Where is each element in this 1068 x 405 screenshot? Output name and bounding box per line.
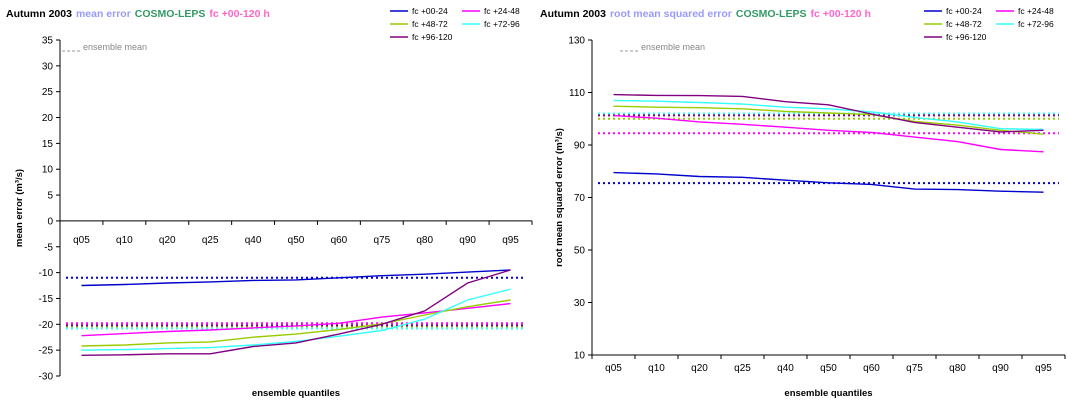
y-tick-label: 35 — [42, 36, 54, 47]
series-line — [613, 93, 1044, 133]
x-tick-label: q40 — [777, 363, 794, 374]
title-part: COSMO-LEPS — [135, 8, 206, 20]
y-axis-label: mean error (m³/s) — [14, 169, 25, 247]
title-part: mean error — [76, 8, 131, 20]
x-tick-label: q95 — [502, 235, 519, 246]
legend-label: fc +00-24 — [946, 6, 982, 16]
x-tick-label: q95 — [1035, 363, 1052, 374]
y-tick-label: 110 — [569, 88, 585, 99]
y-tick-label: 50 — [574, 246, 586, 257]
ensemble-note-label: ensemble mean — [83, 42, 147, 52]
y-tick-label: -5 — [44, 242, 53, 253]
y-tick-label: 30 — [574, 298, 586, 309]
legend-label: fc +96-120 — [946, 32, 987, 42]
x-tick-label: q25 — [734, 363, 751, 374]
series-line — [613, 99, 1044, 131]
x-tick-label: q75 — [906, 363, 923, 374]
series-line — [81, 302, 511, 337]
y-tick-label: -30 — [39, 372, 54, 383]
y-axis-label: root mean squared error (m³/s) — [554, 128, 565, 267]
title-part: root mean squared error — [610, 8, 732, 20]
series-line — [613, 171, 1044, 193]
legend-label: fc +24-48 — [484, 6, 520, 16]
x-tick-label: q90 — [992, 363, 1009, 374]
y-tick-label: 5 — [47, 191, 53, 202]
x-tick-label: q75 — [373, 235, 390, 246]
x-tick-label: q10 — [116, 235, 133, 246]
y-tick-label: 70 — [574, 193, 586, 204]
x-tick-label: q10 — [648, 363, 665, 374]
legend-label: fc +48-72 — [946, 19, 982, 29]
x-tick-label: q20 — [691, 363, 708, 374]
legend-label: fc +24-48 — [1018, 6, 1054, 16]
chart-panel-2: Autumn 2003 root mean squared error COSMO-… — [540, 6, 1066, 399]
x-tick-label: q05 — [73, 235, 90, 246]
x-tick-label: q80 — [949, 363, 966, 374]
y-tick-label: 90 — [574, 141, 586, 152]
x-tick-label: q25 — [202, 235, 219, 246]
series-line — [81, 269, 511, 287]
series-line — [81, 288, 511, 351]
x-tick-label: q40 — [245, 235, 262, 246]
y-tick-label: 15 — [42, 139, 54, 150]
series-line — [613, 105, 1044, 135]
title-part: fc +00-120 h — [810, 8, 870, 20]
legend-label: fc +48-72 — [412, 19, 448, 29]
x-tick-label: q50 — [288, 235, 305, 246]
legend-label: fc +96-120 — [412, 32, 453, 42]
chart-title: Autumn 2003 root mean squared error COSMO-… — [540, 8, 871, 20]
y-tick-label: 25 — [42, 87, 54, 98]
x-axis-label: ensemble quantiles — [252, 388, 340, 399]
series-line — [613, 114, 1044, 153]
title-part: fc +00-120 h — [209, 8, 269, 20]
x-tick-label: q80 — [416, 235, 433, 246]
x-tick-label: q90 — [459, 235, 476, 246]
x-tick-label: q05 — [605, 363, 622, 374]
x-tick-label: q60 — [331, 235, 348, 246]
x-tick-label: q20 — [159, 235, 176, 246]
title-part: Autumn 2003 — [6, 8, 72, 20]
series-line — [81, 269, 511, 356]
x-tick-label: q60 — [863, 363, 880, 374]
legend-label: fc +72-96 — [1018, 19, 1054, 29]
y-tick-label: 10 — [42, 165, 54, 176]
chart-title: Autumn 2003 mean error COSMO-LEPS fc +00-12… — [6, 8, 270, 20]
chart-panel-1: Autumn 2003 mean error COSMO-LEPS fc +00-12… — [6, 6, 533, 399]
title-part: COSMO-LEPS — [736, 8, 807, 20]
legend-label: fc +00-24 — [412, 6, 448, 16]
y-tick-label: -15 — [39, 294, 54, 305]
x-tick-label: q50 — [820, 363, 837, 374]
x-axis-label: ensemble quantiles — [784, 388, 872, 399]
y-tick-label: -20 — [39, 320, 54, 331]
y-tick-label: 130 — [568, 36, 585, 47]
y-tick-label: 30 — [42, 61, 54, 72]
legend-label: fc +72-96 — [484, 19, 520, 29]
y-tick-label: 10 — [574, 351, 586, 362]
title-part: Autumn 2003 — [540, 8, 606, 20]
y-tick-label: 20 — [42, 113, 54, 124]
y-tick-label: -25 — [39, 346, 54, 357]
y-tick-label: 0 — [47, 216, 53, 227]
y-tick-label: -10 — [39, 268, 54, 279]
ensemble-note-label: ensemble mean — [641, 42, 705, 52]
